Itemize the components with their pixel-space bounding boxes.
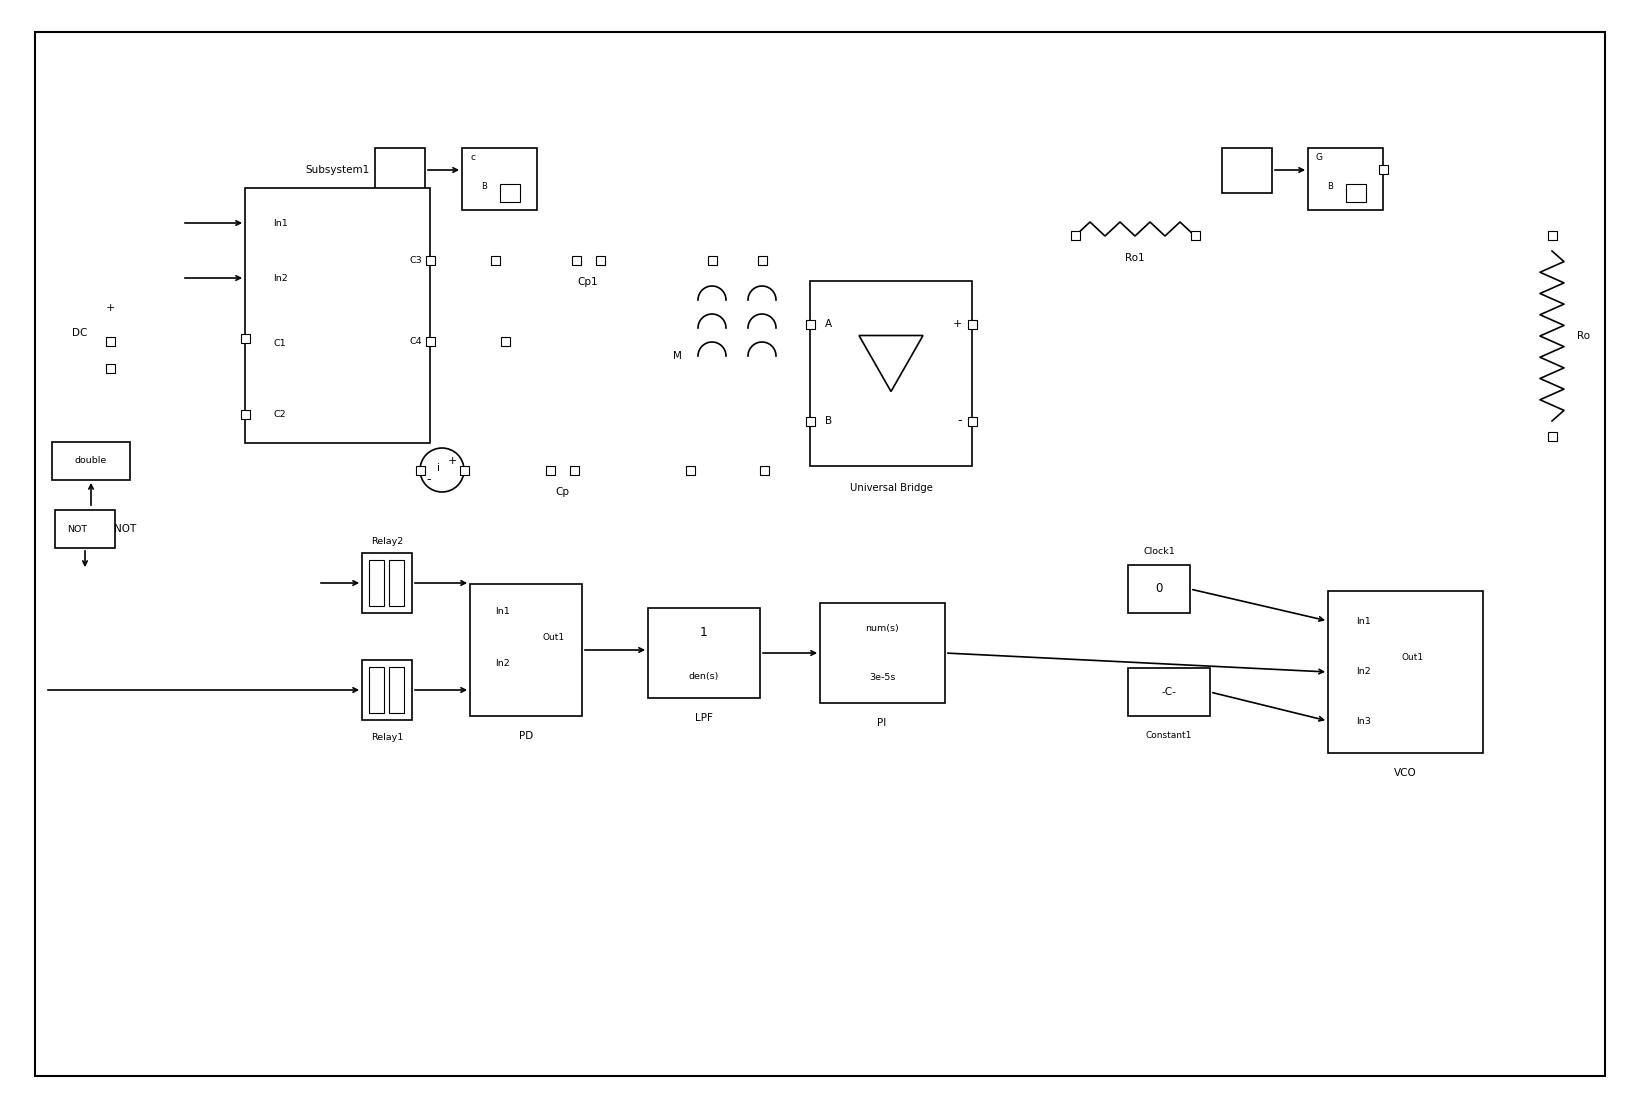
Bar (425, 256, 435, 265)
Text: Universal Bridge: Universal Bridge (849, 483, 933, 493)
Bar (370, 560, 384, 606)
Text: Ro: Ro (1577, 331, 1590, 341)
Text: In2: In2 (496, 659, 510, 668)
Text: NOT: NOT (67, 524, 87, 533)
Bar (810, 281, 972, 466)
Text: In2: In2 (273, 274, 288, 283)
Bar (56, 510, 115, 548)
Text: Ro1: Ro1 (1126, 253, 1145, 263)
Text: c: c (470, 154, 474, 163)
Bar (967, 319, 977, 328)
Bar (596, 256, 604, 265)
Bar (460, 465, 468, 474)
Text: +: + (447, 456, 456, 466)
Text: G: G (1315, 154, 1324, 163)
Text: C1: C1 (273, 339, 286, 348)
Text: NOT: NOT (115, 524, 136, 534)
Text: +: + (105, 302, 115, 312)
Bar (707, 256, 717, 265)
Bar (805, 417, 815, 425)
Bar (501, 337, 509, 346)
Bar (759, 465, 769, 474)
Text: double: double (75, 456, 106, 465)
Bar (362, 660, 412, 720)
Bar (1548, 431, 1556, 441)
Text: Relay2: Relay2 (371, 536, 402, 545)
Text: Out1: Out1 (542, 634, 564, 643)
Text: Out1: Out1 (1402, 654, 1423, 663)
Bar (240, 334, 250, 342)
Bar (375, 148, 425, 193)
Text: B: B (481, 182, 488, 191)
Text: -C-: -C- (1162, 687, 1176, 697)
Bar (967, 417, 977, 425)
Bar (648, 608, 761, 698)
Text: den(s): den(s) (689, 671, 720, 680)
Bar (1328, 591, 1482, 753)
Text: -: - (957, 414, 962, 428)
Text: 3e-5s: 3e-5s (869, 674, 895, 683)
Bar (805, 319, 815, 328)
Text: C2: C2 (273, 410, 286, 420)
Text: M: M (672, 351, 682, 361)
Bar (470, 584, 582, 716)
Text: B: B (1327, 182, 1333, 191)
Bar (1379, 165, 1387, 174)
Bar (571, 256, 581, 265)
Bar (389, 667, 404, 714)
Bar (1191, 232, 1199, 240)
Bar (52, 442, 129, 480)
Text: Relay1: Relay1 (371, 733, 402, 742)
Text: Cp: Cp (555, 488, 569, 497)
Bar (491, 256, 499, 265)
Text: In1: In1 (496, 606, 510, 616)
Bar (1070, 232, 1080, 240)
Text: -: - (427, 473, 432, 486)
Text: Clock1: Clock1 (1144, 546, 1175, 555)
Text: B: B (825, 416, 833, 425)
Text: In3: In3 (1356, 717, 1371, 726)
Text: i: i (437, 463, 440, 473)
Bar (545, 465, 555, 474)
Text: PD: PD (519, 731, 533, 741)
Bar (370, 667, 384, 714)
Bar (1127, 668, 1211, 716)
Text: In1: In1 (273, 218, 288, 227)
Text: Subsystem1: Subsystem1 (306, 165, 370, 175)
Bar (685, 465, 695, 474)
Bar (569, 465, 579, 474)
Text: num(s): num(s) (865, 624, 898, 633)
Text: In2: In2 (1356, 667, 1371, 677)
Bar (757, 256, 767, 265)
Text: VCO: VCO (1394, 768, 1417, 778)
Text: C4: C4 (409, 337, 422, 346)
Text: Constant1: Constant1 (1145, 731, 1193, 740)
Bar (362, 553, 412, 613)
Bar (501, 184, 520, 202)
Text: 1: 1 (700, 626, 708, 639)
Bar (389, 560, 404, 606)
Bar (1127, 565, 1189, 613)
Bar (245, 188, 430, 443)
Text: Cp1: Cp1 (578, 277, 599, 287)
Text: +: + (952, 319, 962, 329)
Bar (1222, 148, 1273, 193)
Text: A: A (825, 319, 833, 329)
Bar (105, 337, 115, 346)
Bar (1309, 148, 1382, 211)
Bar (461, 148, 537, 211)
Text: In1: In1 (1356, 616, 1371, 626)
Bar (425, 337, 435, 346)
Bar (240, 410, 250, 420)
Text: LPF: LPF (695, 714, 713, 724)
Bar (105, 363, 115, 372)
Text: C3: C3 (409, 256, 422, 265)
Text: 0: 0 (1155, 583, 1163, 595)
Bar (416, 465, 424, 474)
Text: PI: PI (877, 718, 887, 728)
Text: DC: DC (72, 328, 87, 338)
Bar (1346, 184, 1366, 202)
Bar (1548, 232, 1556, 240)
Bar (820, 603, 946, 702)
